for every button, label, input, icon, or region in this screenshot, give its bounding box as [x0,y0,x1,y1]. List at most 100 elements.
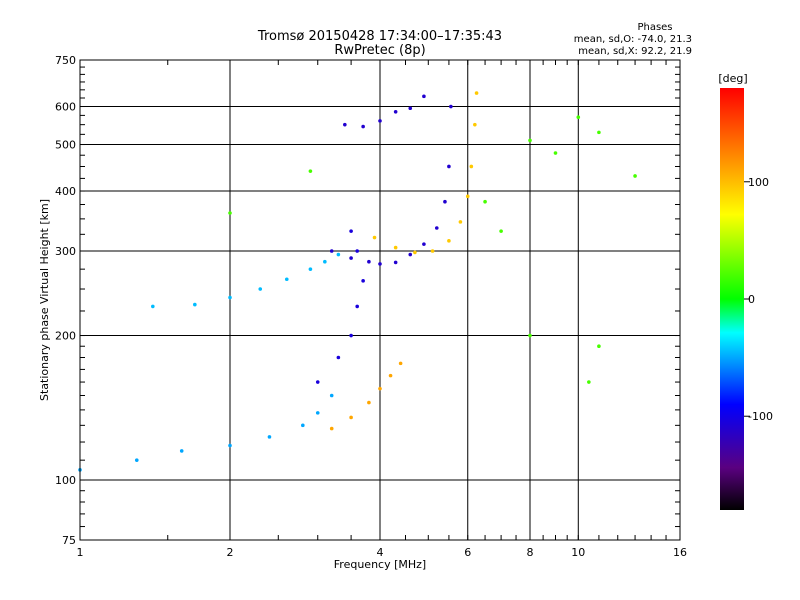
data-point [408,252,413,257]
y-tick-labels: 75 100 200 300 400 500 600 750 [55,54,76,547]
data-point [393,260,398,265]
data-point [469,164,474,169]
data-point [193,302,197,307]
data-point [422,94,426,99]
data-point [528,138,532,143]
data-point [228,211,232,215]
colorbar-gradient [720,88,744,510]
data-point [447,164,451,169]
data-point [329,249,334,253]
data-point [301,423,305,428]
x-tick-label: 2 [227,546,234,559]
x-axis-label: Frequency [MHz] [334,558,426,571]
data-point [483,199,487,204]
x-tick-label: 8 [527,546,534,559]
colorbar-tick-label: -100 [748,410,773,423]
colorbar-tick-label: 0 [748,293,755,306]
y-tick-label: 75 [62,534,76,547]
plot-frame [79,59,681,541]
data-point [284,277,289,282]
data-point [315,411,320,415]
data-point [179,449,184,453]
data-point [458,220,463,224]
y-tick-label: 750 [55,54,76,67]
phases-title: Phases [637,22,672,33]
data-point [499,229,503,233]
data-point [336,355,341,360]
data-point [388,373,393,378]
data-point [587,380,591,384]
data-point [553,151,558,155]
data-point [378,119,382,123]
y-tick-label: 600 [55,101,76,114]
y-tick-label: 300 [55,245,76,258]
stats-line-o: mean, sd,O: -74.0, 21.3 [574,34,692,45]
stats-line-x: mean, sd,X: 92.2, 21.9 [578,46,692,57]
x-tick-labels: 1 2 4 6 8 10 16 [77,546,688,559]
grid [80,60,680,540]
x-tick-label: 6 [464,546,471,559]
data-point [349,333,353,338]
data-point [473,122,477,127]
data-point [355,249,359,253]
data-point [367,259,371,264]
x-tick-label: 16 [673,546,687,559]
data-point [134,458,139,462]
colorbar-label: [deg] [718,72,747,85]
data-point [408,106,413,111]
data-point [633,174,637,178]
data-point [528,333,532,338]
data-point [315,380,320,384]
data-point [430,249,435,253]
data-point [378,262,382,266]
data-point [434,226,439,230]
data-point [367,400,371,405]
data-point [228,443,232,448]
chart-title: Tromsø 20150428 17:34:00–17:35:43 [257,29,502,44]
data-point [258,287,263,291]
data-point [228,295,232,300]
data-points [78,91,637,472]
x-tick-label: 4 [377,546,384,559]
data-point [336,252,341,257]
y-axis-label: Stationary phase Virtual Height [km] [38,199,51,401]
data-point [597,344,601,349]
data-point [308,169,313,173]
colorbar-tick-label: 100 [748,176,769,189]
data-point [465,194,470,199]
data-point [372,235,377,240]
data-point [329,426,334,431]
data-point [151,304,155,309]
x-tick-label: 1 [77,546,84,559]
data-point [355,304,359,309]
data-point [361,124,365,129]
colorbar: [deg] 100 0 -100 [718,72,773,510]
data-point [398,361,403,366]
data-point [597,130,601,135]
data-point [349,415,353,420]
data-point [413,250,417,255]
y-tick-label: 500 [55,139,76,152]
data-point [343,122,347,127]
data-point [308,267,313,271]
data-point [393,245,398,250]
data-point [329,393,334,398]
data-point [267,435,272,439]
data-point [361,279,365,283]
data-point [449,104,453,109]
data-point [378,386,382,391]
data-point [447,239,451,243]
data-point [474,91,479,95]
data-point [443,199,447,204]
data-point [349,229,353,233]
y-tick-label: 400 [55,185,76,198]
data-point [422,242,426,246]
x-tick-label: 10 [571,546,585,559]
y-tick-label: 100 [55,474,76,487]
data-point [323,259,327,264]
y-tick-label: 200 [55,330,76,343]
data-point [349,256,353,260]
data-point [393,109,398,114]
data-point [576,115,581,120]
